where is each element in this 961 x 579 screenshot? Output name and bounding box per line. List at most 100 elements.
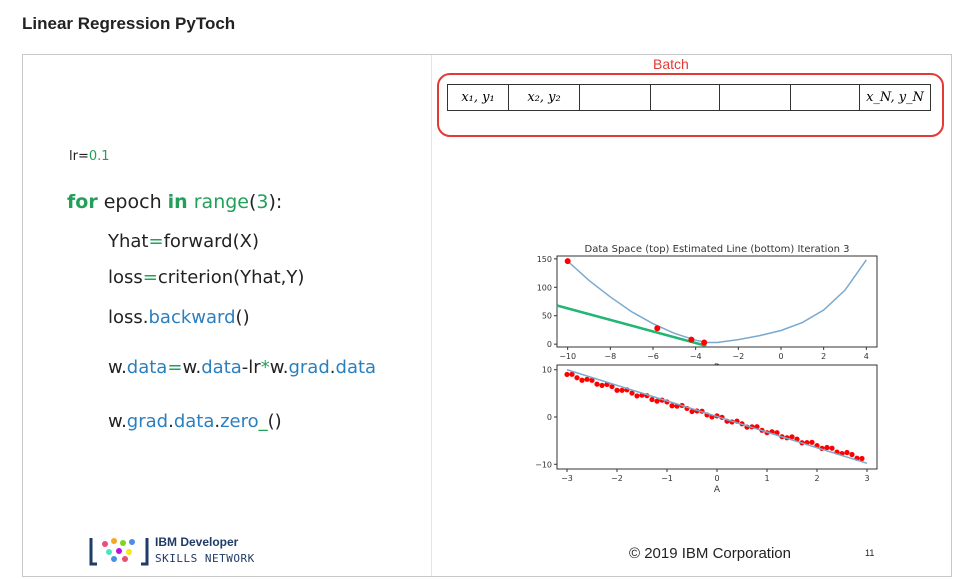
data-point [859,455,865,462]
x-tick-label: −4 [690,352,702,361]
code-token: lr= [69,149,89,164]
y-tick-label: 0 [547,413,552,422]
code-token: data [201,357,242,378]
data-point [688,336,695,343]
x-tick-label: 0 [778,352,783,361]
code-token: data [126,357,168,378]
code-token: forward(X) [163,231,259,252]
data-point [849,451,855,458]
data-point [789,434,795,440]
x-tick-label: 2 [821,352,826,361]
batch-cell: x₂, y₂ [508,84,580,111]
batch-cell [790,84,860,111]
data-point [589,377,595,383]
code-token: = [142,267,158,288]
ibm-skills-network-logo-icon [89,538,149,566]
y-tick-label: 150 [537,255,552,264]
code-token: ( [249,191,257,213]
code-token: data [335,357,377,378]
batch-cell [719,84,791,111]
page-number: 11 [865,548,875,558]
x-tick-label: −3 [561,474,573,483]
code-token: _ [258,411,268,432]
code-token: criterion(Yhat,Y) [157,267,305,288]
code-token: 0.1 [88,149,110,164]
x-tick-label: −8 [604,352,616,361]
code-update-line: w.data=w.data-lr*w.grad.data [108,357,376,378]
x-tick-label: −10 [559,352,576,361]
batch-cell: x₁, y₁ [447,84,509,111]
batch-row: x₁, y₁ x₂, y₂ x_N, y_N [447,84,931,111]
logo-text-line1: IBM Developer [155,535,239,549]
x-tick-label: −6 [647,352,659,361]
code-token: loss [108,267,143,288]
code-token: . [214,411,221,432]
data-point [629,390,635,396]
batch-outline [437,73,944,137]
code-zero-grad-line: w.grad.data.zero_() [108,411,282,432]
code-token: w. [108,411,127,432]
code-token: Yhat [108,231,149,252]
logo-text-line2: SKILLS NETWORK [155,552,255,565]
data-point [649,396,655,403]
data-point [619,387,625,393]
code-keyword-in: in [167,191,188,213]
code-token: range [193,191,249,213]
code-token: . [329,357,336,378]
code-backward-line: loss.backward() [108,307,250,328]
series-line [567,259,867,344]
x-tick-label: 4 [864,352,869,361]
data-point [634,393,640,399]
batch-table: x₁, y₁ x₂, y₂ x_N, y_N [447,84,931,111]
data-point [564,258,571,265]
fit-line [566,369,868,465]
y-tick-label: 10 [542,366,552,375]
x-tick-label: −2 [732,352,744,361]
code-token: 3 [256,191,269,213]
copyright: © 2019 IBM Corporation [629,545,791,562]
code-token: () [235,307,250,328]
code-token: grad [288,357,330,378]
code-token: data [173,411,215,432]
code-keyword-for: for [67,191,98,213]
code-token: grad [126,411,169,432]
data-point [689,408,695,415]
slide-divider [431,55,432,576]
batch-label: Batch [653,56,689,72]
batch-cell: x_N, y_N [859,84,931,111]
x-tick-label: 2 [814,474,819,483]
code-token: = [148,231,164,252]
data-point [569,371,575,377]
batch-cell [579,84,651,111]
data-point [574,375,580,381]
x-tick-label: −2 [611,474,623,483]
code-token: w. [182,357,202,378]
data-point [824,444,830,451]
data-point [599,382,605,389]
data-point [609,383,615,390]
code-token: * [260,357,270,378]
code-yhat-line: Yhat=forward(X) [108,231,259,252]
code-loss-line: loss=criterion(Yhat,Y) [108,267,304,288]
y-tick-label: 100 [537,283,552,292]
code-token: loss. [108,307,149,328]
y-tick-label: 0 [547,340,552,349]
data-point [844,449,850,456]
x-tick-label: 3 [864,474,869,483]
data-point [669,403,675,409]
code-token: w. [108,357,127,378]
code-token: w. [269,357,289,378]
series-line [556,304,707,348]
iteration-plot: −10−8−6−4−2024050100150BData Space (top)… [535,244,878,495]
code-token: = [167,357,183,378]
code-token: ): [268,191,283,213]
data-point [614,387,620,393]
data-point [809,439,815,445]
plot-title: Data Space (top) Estimated Line (bottom)… [585,244,850,255]
x-tick-label: −1 [661,474,673,483]
data-point [564,371,570,378]
data-point [594,381,600,387]
code-token: epoch [97,191,168,213]
data-point [579,377,585,383]
x-tick-label: 0 [714,474,719,483]
